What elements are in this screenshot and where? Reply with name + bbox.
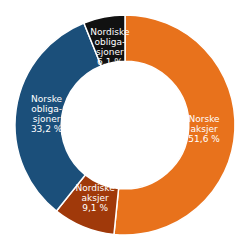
svg-text:Norskeobliga-sjoner33,2 %: Norskeobliga-sjoner33,2 % (31, 94, 63, 134)
svg-text:Nordiskeobliga-sjoner6,1 %: Nordiskeobliga-sjoner6,1 % (90, 27, 130, 67)
svg-text:Norskeaksjer51,6 %: Norskeaksjer51,6 % (188, 114, 220, 144)
svg-text:Nordiskeaksjer9,1 %: Nordiskeaksjer9,1 % (76, 183, 116, 213)
